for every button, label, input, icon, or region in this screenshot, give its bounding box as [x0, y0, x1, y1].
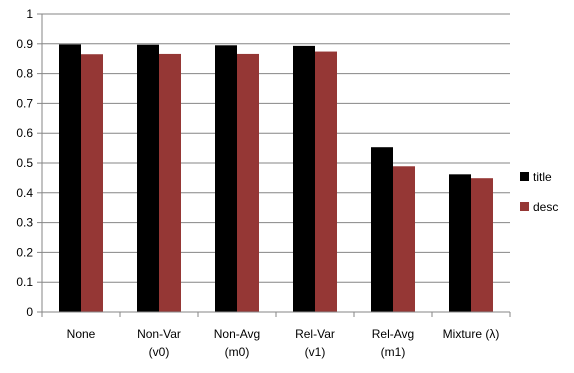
y-tick-label: 0.7 [16, 96, 33, 110]
x-axis-ticks: None Non-Var (v0) Non-Avg (m0) Rel-Var (v1) Rel… [41, 312, 511, 359]
y-tick-label: 0.9 [16, 37, 33, 51]
y-tick-label: 0.5 [16, 156, 33, 170]
bar-desc [393, 166, 415, 312]
x-tick-label: (v0) [149, 345, 170, 359]
bar-title [449, 174, 471, 312]
legend: title desc [520, 170, 558, 214]
x-tick-label: (m1) [381, 345, 406, 359]
y-tick-label: 0 [26, 305, 33, 319]
x-tick-label: (v1) [305, 345, 326, 359]
bar-desc [159, 53, 181, 312]
legend-label-desc: desc [533, 200, 558, 214]
bar-desc [315, 51, 337, 312]
x-tick-label: None [67, 327, 96, 341]
y-tick-label: 0.3 [16, 216, 33, 230]
y-tick-label: 0.1 [16, 275, 33, 289]
bar-title [215, 45, 237, 312]
gridlines [42, 13, 510, 283]
bar-desc [237, 53, 259, 312]
y-tick-label: 0.6 [16, 126, 33, 140]
legend-swatch-title [520, 172, 529, 181]
x-tick-label: Rel-Avg [372, 327, 414, 341]
bar-title [59, 44, 81, 313]
x-tick-label: Non-Avg [214, 327, 260, 341]
y-tick-label: 0.8 [16, 67, 33, 81]
y-axis-ticks: 0 0.1 0.2 0.3 0.4 0.5 0.6 0.7 0.8 0.9 1 [16, 7, 42, 319]
bar-desc [81, 54, 103, 312]
y-tick-label: 1 [26, 7, 33, 21]
x-tick-label: Mixture (λ) [443, 327, 500, 341]
y-tick-label: 0.2 [16, 245, 33, 259]
x-tick-label: Non-Var [137, 327, 181, 341]
bars [59, 44, 493, 313]
bar-desc [471, 178, 493, 312]
bar-title [293, 45, 315, 313]
legend-swatch-desc [520, 202, 529, 211]
x-tick-label: Rel-Var [295, 327, 335, 341]
bar-title [371, 147, 393, 312]
x-tick-label: (m0) [225, 345, 250, 359]
bar-title [137, 44, 159, 312]
y-tick-label: 0.4 [16, 186, 33, 200]
legend-label-title: title [533, 170, 552, 184]
